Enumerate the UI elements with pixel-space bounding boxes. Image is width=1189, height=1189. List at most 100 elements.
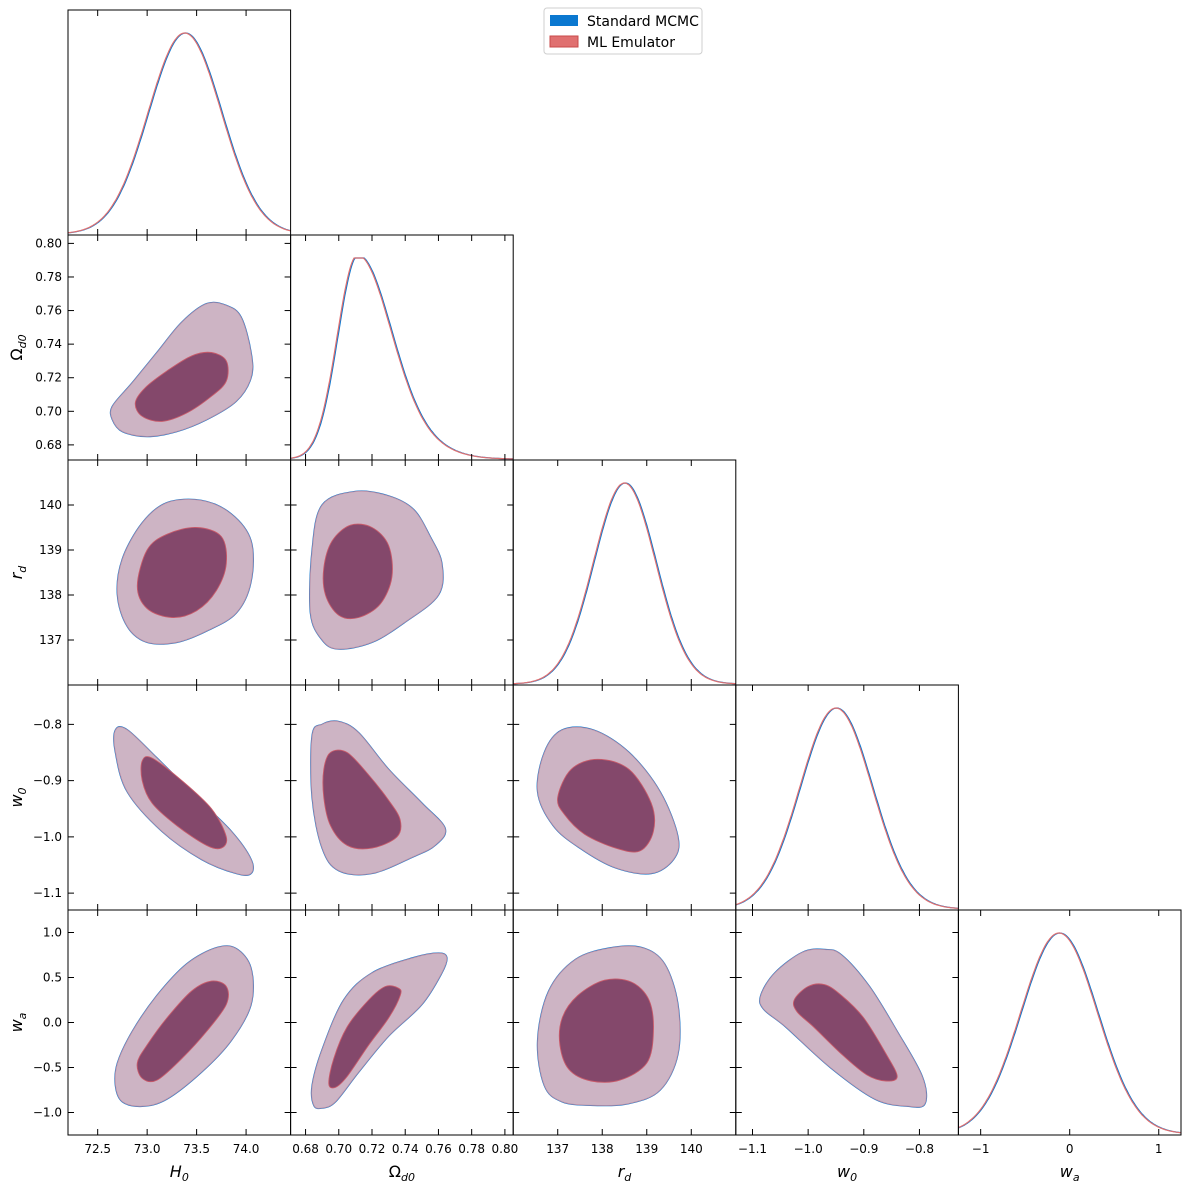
y-tick-label: 0.80 (35, 236, 62, 250)
x-tick-label: −1.0 (794, 1142, 823, 1156)
y-axis-title-r_d: rd (7, 565, 29, 580)
y-axis-Omega_d0: 0.68 0.70 0.72 0.74 0.76 0.78 0.80 Ωd0 (7, 236, 62, 451)
panel-frame-H0 (67, 9, 292, 236)
density-curve-emulator-wa (958, 932, 1182, 1134)
ticks-2-4 (513, 910, 736, 1135)
panel-2d-r_d-w0 (512, 684, 737, 911)
x-tick-label: 0.68 (292, 1142, 319, 1156)
panel-frame-r_d (512, 459, 737, 686)
x-tick-label: 139 (635, 1142, 658, 1156)
x-tick-label: 138 (591, 1142, 614, 1156)
density-curve-mcmc-w0 (735, 707, 959, 909)
y-tick-label: 0.5 (43, 971, 62, 985)
legend-swatch-mcmc (550, 15, 578, 26)
y-tick-label: 0.72 (35, 371, 62, 385)
y-axis-title-wa: wa (7, 1012, 29, 1032)
x-tick-label: −1 (972, 1142, 990, 1156)
density-curve-emulator-r_d (513, 482, 736, 685)
x-tick-label: −0.8 (905, 1142, 934, 1156)
x-tick-label: 0.78 (458, 1142, 485, 1156)
x-axis-H0: 72.5 73.0 73.5 74.0 H0 (84, 1142, 259, 1184)
y-axis-title-w0: w0 (7, 787, 29, 807)
ticks-1-3 (290, 685, 514, 910)
y-tick-label: 0.70 (35, 404, 62, 418)
x-tick-label: 0.76 (425, 1142, 452, 1156)
x-tick-label: 140 (680, 1142, 703, 1156)
contour-inner (322, 523, 393, 620)
x-axis-Omega_d0: 0.68 0.70 0.72 0.74 0.76 0.78 0.80 Ωd0 (292, 1142, 518, 1184)
density-curve-emulator-w0 (735, 707, 959, 909)
y-tick-label: 1.0 (43, 926, 62, 940)
density-curve-mcmc-H0 (67, 32, 291, 234)
legend-swatch-emulator (549, 35, 579, 48)
y-tick-label: 0.78 (35, 270, 62, 284)
y-tick-label: 137 (39, 633, 62, 647)
y-tick-label: −1.0 (33, 830, 62, 844)
x-axis-title-w0: w0 (837, 1162, 857, 1184)
x-axis-wa: −1 0 1 wa (972, 1142, 1163, 1184)
contour-inner (792, 983, 898, 1082)
ticks-0-2 (68, 460, 291, 685)
contour-inner (557, 758, 656, 853)
legend-label-mcmc: Standard MCMC (587, 14, 699, 30)
panel-2d-w0-wa (735, 909, 959, 1136)
y-tick-label: −0.8 (33, 717, 62, 731)
panel-2d-Omega_d0-w0 (290, 684, 514, 911)
panel-2d-H0-r_d (67, 459, 292, 686)
panel-1d-H0 (67, 9, 292, 236)
ticks-2-3 (513, 685, 736, 910)
y-tick-label: 138 (39, 588, 62, 602)
y-axis-r_d: 137 138 139 140 rd (7, 498, 62, 647)
x-axis-title-H0: H0 (170, 1162, 189, 1184)
ticks-3-4 (735, 910, 959, 1135)
density-curve-mcmc-wa (958, 932, 1182, 1134)
y-tick-label: 0.68 (35, 438, 62, 452)
y-tick-label: −0.9 (33, 774, 62, 788)
contour-inner (134, 351, 229, 422)
y-tick-label: 140 (39, 498, 62, 512)
x-tick-label: 0.80 (492, 1142, 519, 1156)
ticks-0-3 (68, 685, 291, 910)
legend: Standard MCMC ML Emulator (543, 7, 703, 55)
y-tick-label: 0.76 (35, 304, 62, 318)
density-curve-mcmc-Omega_d0 (290, 257, 514, 460)
x-tick-label: 0.70 (325, 1142, 352, 1156)
y-axis-title-Omega_d0: Ωd0 (7, 334, 29, 360)
x-tick-label: 0.74 (392, 1142, 419, 1156)
ticks-1-4 (290, 910, 514, 1135)
panel-2d-Omega_d0-r_d (290, 459, 514, 686)
ticks-0-1 (68, 235, 291, 460)
x-tick-label: 1 (1155, 1142, 1163, 1156)
ticks-1-2 (290, 460, 514, 685)
panel-1d-r_d (512, 459, 737, 686)
x-tick-label: 72.5 (84, 1142, 111, 1156)
density-curve-emulator-H0 (67, 32, 291, 234)
x-tick-label: −1.1 (738, 1142, 767, 1156)
y-tick-label: −1.1 (33, 886, 62, 900)
legend-label-emulator: ML Emulator (587, 35, 675, 51)
panel-1d-Omega_d0 (290, 234, 514, 461)
y-tick-label: −1.0 (33, 1106, 62, 1120)
panel-frame-wa (957, 909, 1182, 1136)
density-curve-mcmc-r_d (513, 482, 736, 685)
y-tick-label: 139 (39, 543, 62, 557)
y-tick-label: −0.5 (33, 1061, 62, 1075)
legend-frame (543, 7, 703, 55)
panel-2d-H0-wa (67, 909, 292, 1136)
density-curve-emulator-Omega_d0 (290, 257, 514, 460)
x-tick-label: −0.9 (849, 1142, 878, 1156)
y-axis-wa: −1.0 −0.5 0.0 0.5 1.0 wa (7, 926, 62, 1120)
panel-2d-r_d-wa (512, 909, 737, 1136)
y-tick-label: 0.0 (43, 1016, 62, 1030)
x-axis-title-Omega_d0: Ωd0 (389, 1162, 415, 1184)
ticks-0-4 (68, 910, 291, 1135)
contour-inner (136, 527, 228, 618)
x-tick-label: 0.72 (359, 1142, 386, 1156)
x-axis-title-wa: wa (1060, 1162, 1080, 1184)
contour-inner (558, 978, 654, 1083)
x-tick-label: 73.5 (183, 1142, 210, 1156)
contour-inner (140, 756, 228, 850)
panel-2d-H0-Omega_d0 (67, 234, 292, 461)
ticks-1-1 (305, 235, 506, 460)
